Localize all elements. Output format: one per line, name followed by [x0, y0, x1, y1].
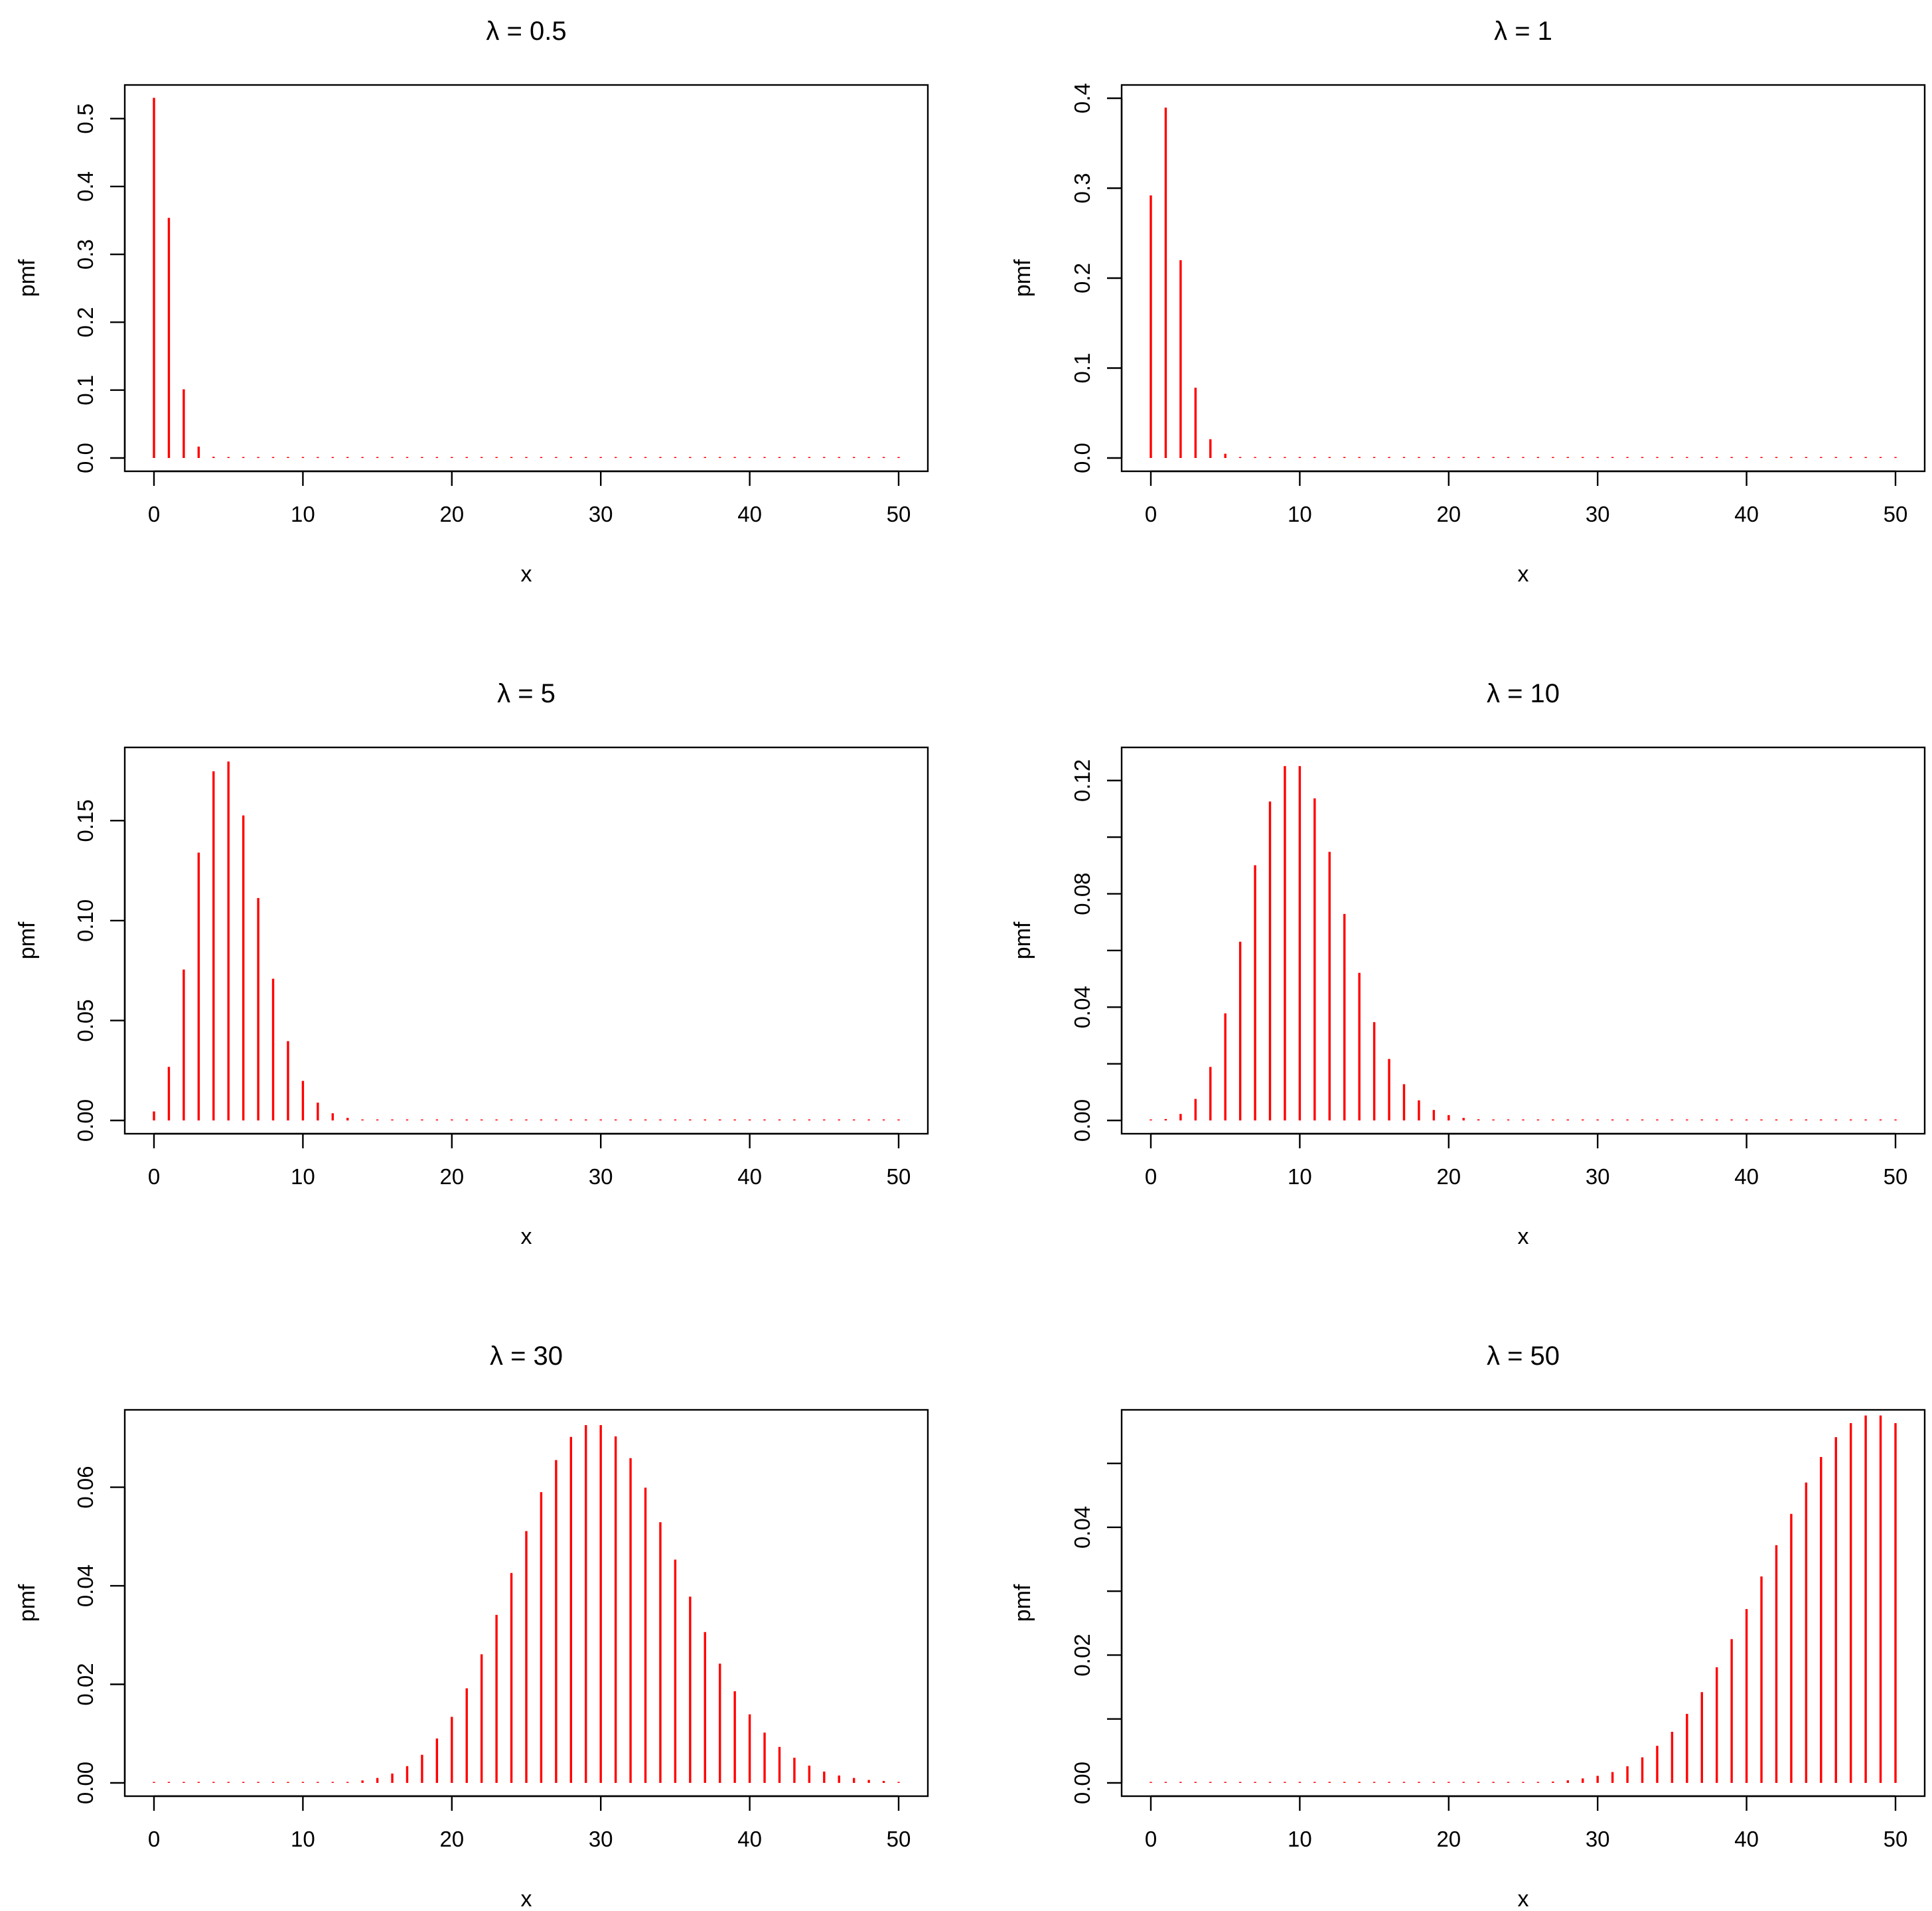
x-tick-label: 40 — [1734, 1164, 1759, 1189]
pmf-stems — [1150, 766, 1897, 1120]
x-tick-label: 20 — [439, 502, 464, 526]
x-tick-label: 20 — [439, 1164, 464, 1189]
y-axis-label: pmf — [15, 259, 40, 297]
y-tick-label: 0.5 — [73, 104, 98, 134]
pmf-stems — [153, 1424, 900, 1783]
x-axis-label: x — [1518, 1224, 1529, 1249]
pmf-stems — [153, 98, 900, 458]
y-tick-label: 0.00 — [1070, 1762, 1094, 1804]
y-tick-label: 0.2 — [1070, 263, 1094, 293]
y-tick-label: 0.06 — [73, 1466, 98, 1508]
x-tick-label: 30 — [1586, 1164, 1610, 1189]
x-tick-label: 0 — [148, 502, 160, 526]
panel-3: λ = 5 0 10 20 30 40 50 0.00 0.05 0.10 0.15 x pmf — [15, 679, 929, 1249]
y-axis-label: pmf — [15, 1584, 40, 1622]
x-tick-label: 20 — [1436, 502, 1461, 526]
x-tick-label: 20 — [1436, 1164, 1461, 1189]
x-tick-label: 30 — [589, 1164, 613, 1189]
y-tick-label: 0.00 — [73, 1762, 98, 1804]
y-tick-label: 0.04 — [73, 1565, 98, 1607]
x-tick-label: 40 — [1734, 1827, 1759, 1851]
x-tick-label: 10 — [291, 1164, 315, 1189]
pmf-stems — [1150, 1415, 1897, 1783]
y-tick-label: 0.15 — [73, 799, 98, 842]
x-axis-label: x — [521, 1886, 532, 1911]
y-tick-label: 0.2 — [73, 307, 98, 338]
x-tick-label: 20 — [439, 1827, 464, 1851]
y-axis-label: pmf — [1010, 921, 1035, 959]
x-axis-label: x — [1518, 562, 1529, 587]
panel-6: λ = 50 0 10 20 30 40 50 0.00 0.02 0.04 x pmf — [1010, 1341, 1926, 1911]
y-tick-label: 0.10 — [73, 899, 98, 942]
y-tick-label: 0.08 — [1070, 872, 1094, 915]
y-tick-label: 0.04 — [1070, 1506, 1094, 1549]
x-tick-label: 0 — [1145, 1164, 1157, 1189]
x-axis-label: x — [521, 1224, 532, 1249]
y-tick-label: 0.00 — [73, 1099, 98, 1142]
y-tick-label: 0.1 — [1070, 353, 1094, 384]
x-tick-label: 10 — [291, 1827, 315, 1851]
x-tick-label: 0 — [1145, 1827, 1157, 1851]
x-axis-label: x — [521, 562, 532, 587]
pmf-stems — [1150, 108, 1897, 458]
panel-title: λ = 30 — [490, 1341, 563, 1371]
y-tick-label: 0.3 — [1070, 173, 1094, 204]
x-tick-label: 0 — [148, 1164, 160, 1189]
x-tick-label: 40 — [1734, 502, 1759, 526]
panel-2: λ = 1 0 10 20 30 40 50 0.0 0.1 0.2 0.3 0.4 x pmf — [1010, 17, 1926, 587]
x-tick-label: 30 — [589, 502, 613, 526]
x-tick-label: 50 — [887, 1827, 911, 1851]
x-tick-label: 50 — [1884, 1164, 1908, 1189]
x-tick-label: 10 — [1288, 1164, 1312, 1189]
x-tick-label: 50 — [1884, 1827, 1908, 1851]
x-tick-label: 50 — [887, 1164, 911, 1189]
plot-frame — [1120, 84, 1926, 473]
y-tick-label: 0.0 — [1070, 443, 1094, 473]
x-tick-label: 10 — [1288, 1827, 1312, 1851]
y-tick-label: 0.0 — [73, 443, 98, 473]
plot-frame — [123, 84, 929, 473]
x-tick-label: 10 — [1288, 502, 1312, 526]
y-tick-label: 0.02 — [1070, 1634, 1094, 1676]
y-tick-label: 0.02 — [73, 1663, 98, 1705]
x-tick-label: 50 — [887, 502, 911, 526]
x-tick-label: 20 — [1436, 1827, 1461, 1851]
plot-frame — [1120, 746, 1926, 1135]
y-tick-label: 0.4 — [1070, 83, 1094, 114]
x-tick-label: 40 — [737, 502, 762, 526]
y-axis-label: pmf — [1010, 1584, 1035, 1622]
x-tick-label: 30 — [1586, 1827, 1610, 1851]
y-tick-label: 0.00 — [1070, 1099, 1094, 1142]
y-tick-label: 0.3 — [73, 239, 98, 269]
x-tick-label: 30 — [1586, 502, 1610, 526]
panel-1: λ = 0.5 0 10 20 30 40 50 0.0 0.1 0.2 0.3 0.4 0.5 x pmf — [15, 17, 929, 587]
panel-4: λ = 10 0 10 20 30 40 50 0.00 0.04 0.08 0.12 x pmf — [1010, 679, 1926, 1249]
panel-title: λ = 5 — [497, 679, 556, 708]
x-tick-label: 0 — [1145, 502, 1157, 526]
pmf-stems — [153, 761, 900, 1120]
y-tick-label: 0.12 — [1070, 759, 1094, 802]
y-tick-label: 0.1 — [73, 375, 98, 406]
x-tick-label: 0 — [148, 1827, 160, 1851]
panel-title: λ = 10 — [1487, 679, 1560, 708]
x-tick-label: 40 — [737, 1164, 762, 1189]
panel-title: λ = 50 — [1487, 1341, 1560, 1371]
plot-frame — [1120, 1409, 1926, 1797]
plot-frame — [123, 746, 929, 1135]
x-tick-label: 10 — [291, 502, 315, 526]
panel-title: λ = 1 — [1494, 17, 1552, 46]
panel-5: λ = 30 0 10 20 30 40 50 0.00 0.02 0.04 0.06 x pmf — [15, 1341, 929, 1911]
x-tick-label: 30 — [589, 1827, 613, 1851]
y-tick-label: 0.4 — [73, 171, 98, 202]
panel-title: λ = 0.5 — [486, 17, 566, 46]
y-axis-label: pmf — [15, 921, 40, 959]
y-axis-label: pmf — [1010, 259, 1035, 297]
x-axis-label: x — [1518, 1886, 1529, 1911]
x-tick-label: 40 — [737, 1827, 762, 1851]
y-tick-label: 0.05 — [73, 999, 98, 1041]
y-tick-label: 0.04 — [1070, 986, 1094, 1028]
x-tick-label: 50 — [1884, 502, 1908, 526]
